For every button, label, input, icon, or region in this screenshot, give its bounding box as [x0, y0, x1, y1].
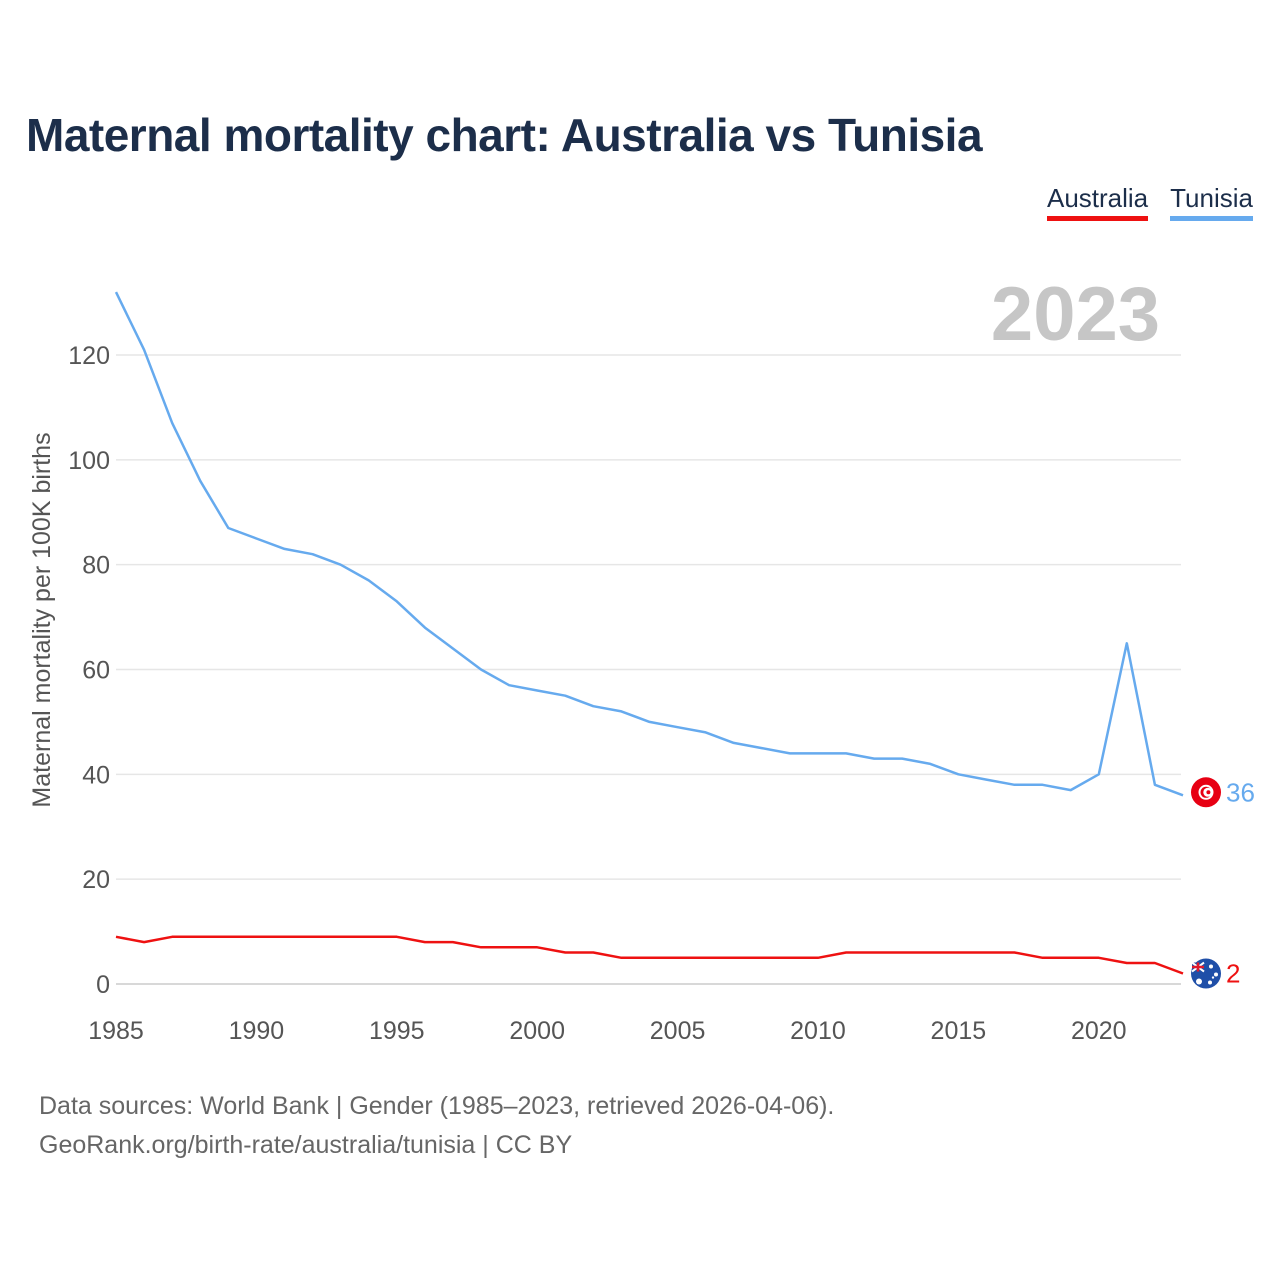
x-tick-label-1990: 1990 — [229, 1017, 285, 1045]
flag-marker-australia — [1191, 958, 1221, 989]
gridlines — [116, 354, 1181, 985]
y-tick-label-20: 20 — [82, 866, 110, 894]
series-line-australia — [115, 935, 1184, 975]
y-tick-label-100: 100 — [68, 447, 110, 475]
end-label-australia: 2 — [1226, 959, 1240, 989]
x-tick-label-2015: 2015 — [931, 1017, 987, 1045]
x-tick-label-2020: 2020 — [1071, 1017, 1127, 1045]
year-watermark: 2023 — [991, 272, 1160, 357]
line-chart: 2023 Maternal mortality per 100K births … — [28, 272, 1255, 1045]
legend-australia[interactable]: Australia — [1046, 183, 1149, 221]
footer: Data sources: World Bank | Gender (1985–… — [39, 1087, 834, 1165]
legend-tunisia[interactable]: Tunisia — [1170, 183, 1253, 221]
attribution-link[interactable]: GeoRank.org/birth-rate/australia/tunisia… — [39, 1131, 573, 1159]
x-tick-label-2005: 2005 — [650, 1017, 706, 1045]
series-lines — [114, 291, 1184, 975]
y-tick-label-40: 40 — [82, 761, 110, 789]
y-tick-label-60: 60 — [82, 657, 110, 685]
y-tick-label-80: 80 — [82, 552, 110, 580]
x-tick-label-1985: 1985 — [88, 1017, 144, 1045]
y-tick-label-0: 0 — [96, 971, 110, 999]
legend: Australia Tunisia — [1046, 183, 1253, 221]
source-note: Data sources: World Bank | Gender (1985–… — [39, 1092, 835, 1120]
y-tick-label-120: 120 — [68, 342, 110, 370]
x-tick-label-2000: 2000 — [509, 1017, 565, 1045]
end-markers: 36 2 — [1191, 777, 1255, 989]
x-tick-label-1995: 1995 — [369, 1017, 425, 1045]
x-tick-label-2010: 2010 — [790, 1017, 846, 1045]
series-line-tunisia — [114, 291, 1184, 797]
y-axis-ticks: 0 20 40 60 80 100 120 — [68, 342, 110, 999]
flag-marker-tunisia — [1191, 777, 1221, 808]
y-axis-label: Maternal mortality per 100K births — [28, 432, 56, 807]
chart-title: Maternal mortality chart: Australia vs T… — [26, 109, 983, 161]
end-label-tunisia: 36 — [1226, 777, 1255, 807]
x-axis-ticks: 1985 1990 1995 2000 2005 2010 2015 2020 — [88, 1017, 1126, 1045]
